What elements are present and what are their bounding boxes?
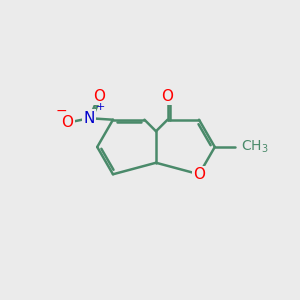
Text: O: O <box>161 88 173 104</box>
Text: O: O <box>93 89 105 104</box>
Text: −: − <box>56 104 68 118</box>
Text: N: N <box>84 111 95 126</box>
Text: O: O <box>61 115 73 130</box>
Text: O: O <box>193 167 205 182</box>
Text: CH$_3$: CH$_3$ <box>241 139 268 155</box>
Text: +: + <box>96 102 105 112</box>
